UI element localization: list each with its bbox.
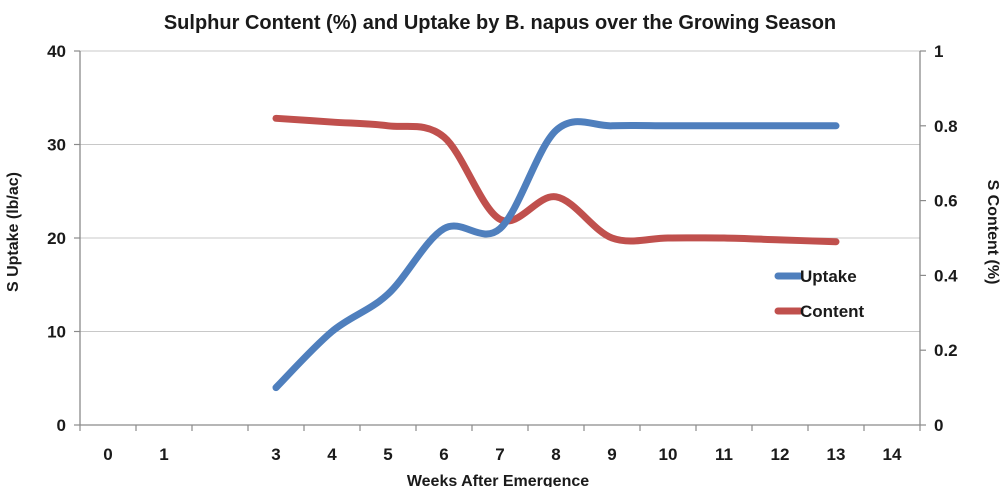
legend-label-uptake: Uptake [800,267,857,286]
series-lines [272,114,840,392]
chart-title: Sulphur Content (%) and Uptake by B. nap… [164,12,836,34]
legend: Uptake Content [774,267,865,321]
x-tick-label: 7 [495,445,504,464]
y2-tick-label: 1 [934,42,943,61]
x-tick-label: 1 [159,445,168,464]
legend-label-content: Content [800,302,865,321]
x-tick-label: 10 [659,445,678,464]
y2-tick-label: 0.8 [934,117,958,136]
y2-axis-title: S Content (%) [984,180,1000,285]
y-tick-label: 40 [47,42,66,61]
grid-lines [80,50,920,332]
x-tick-label: 12 [771,445,790,464]
series-line-uptake [272,118,840,392]
x-tick-label: 5 [383,445,392,464]
x-tick-label: 14 [883,445,902,464]
x-tick-label: 0 [103,445,112,464]
x-tick-label: 8 [551,445,560,464]
y-tick-label: 30 [47,136,66,155]
y2-tick-label: 0.4 [934,266,958,285]
y-tick-label: 20 [47,229,66,248]
x-tick-label: 6 [439,445,448,464]
series-line-content [272,114,840,246]
x-tick-label: 9 [607,445,616,464]
x-tick-label: 13 [827,445,846,464]
y2-tick-label: 0.2 [934,341,958,360]
axes [74,50,926,431]
y2-tick-label: 0.6 [934,192,958,211]
y-axis-title: S Uptake (lb/ac) [5,172,22,292]
x-tick-label: 4 [327,445,337,464]
y2-tick-label: 0 [934,416,943,435]
x-axis-title: Weeks After Emergence [407,473,589,487]
y-tick-label: 0 [57,416,66,435]
y-tick-label: 10 [47,323,66,342]
x-tick-label: 11 [715,445,733,464]
x-tick-label: 3 [271,445,280,464]
